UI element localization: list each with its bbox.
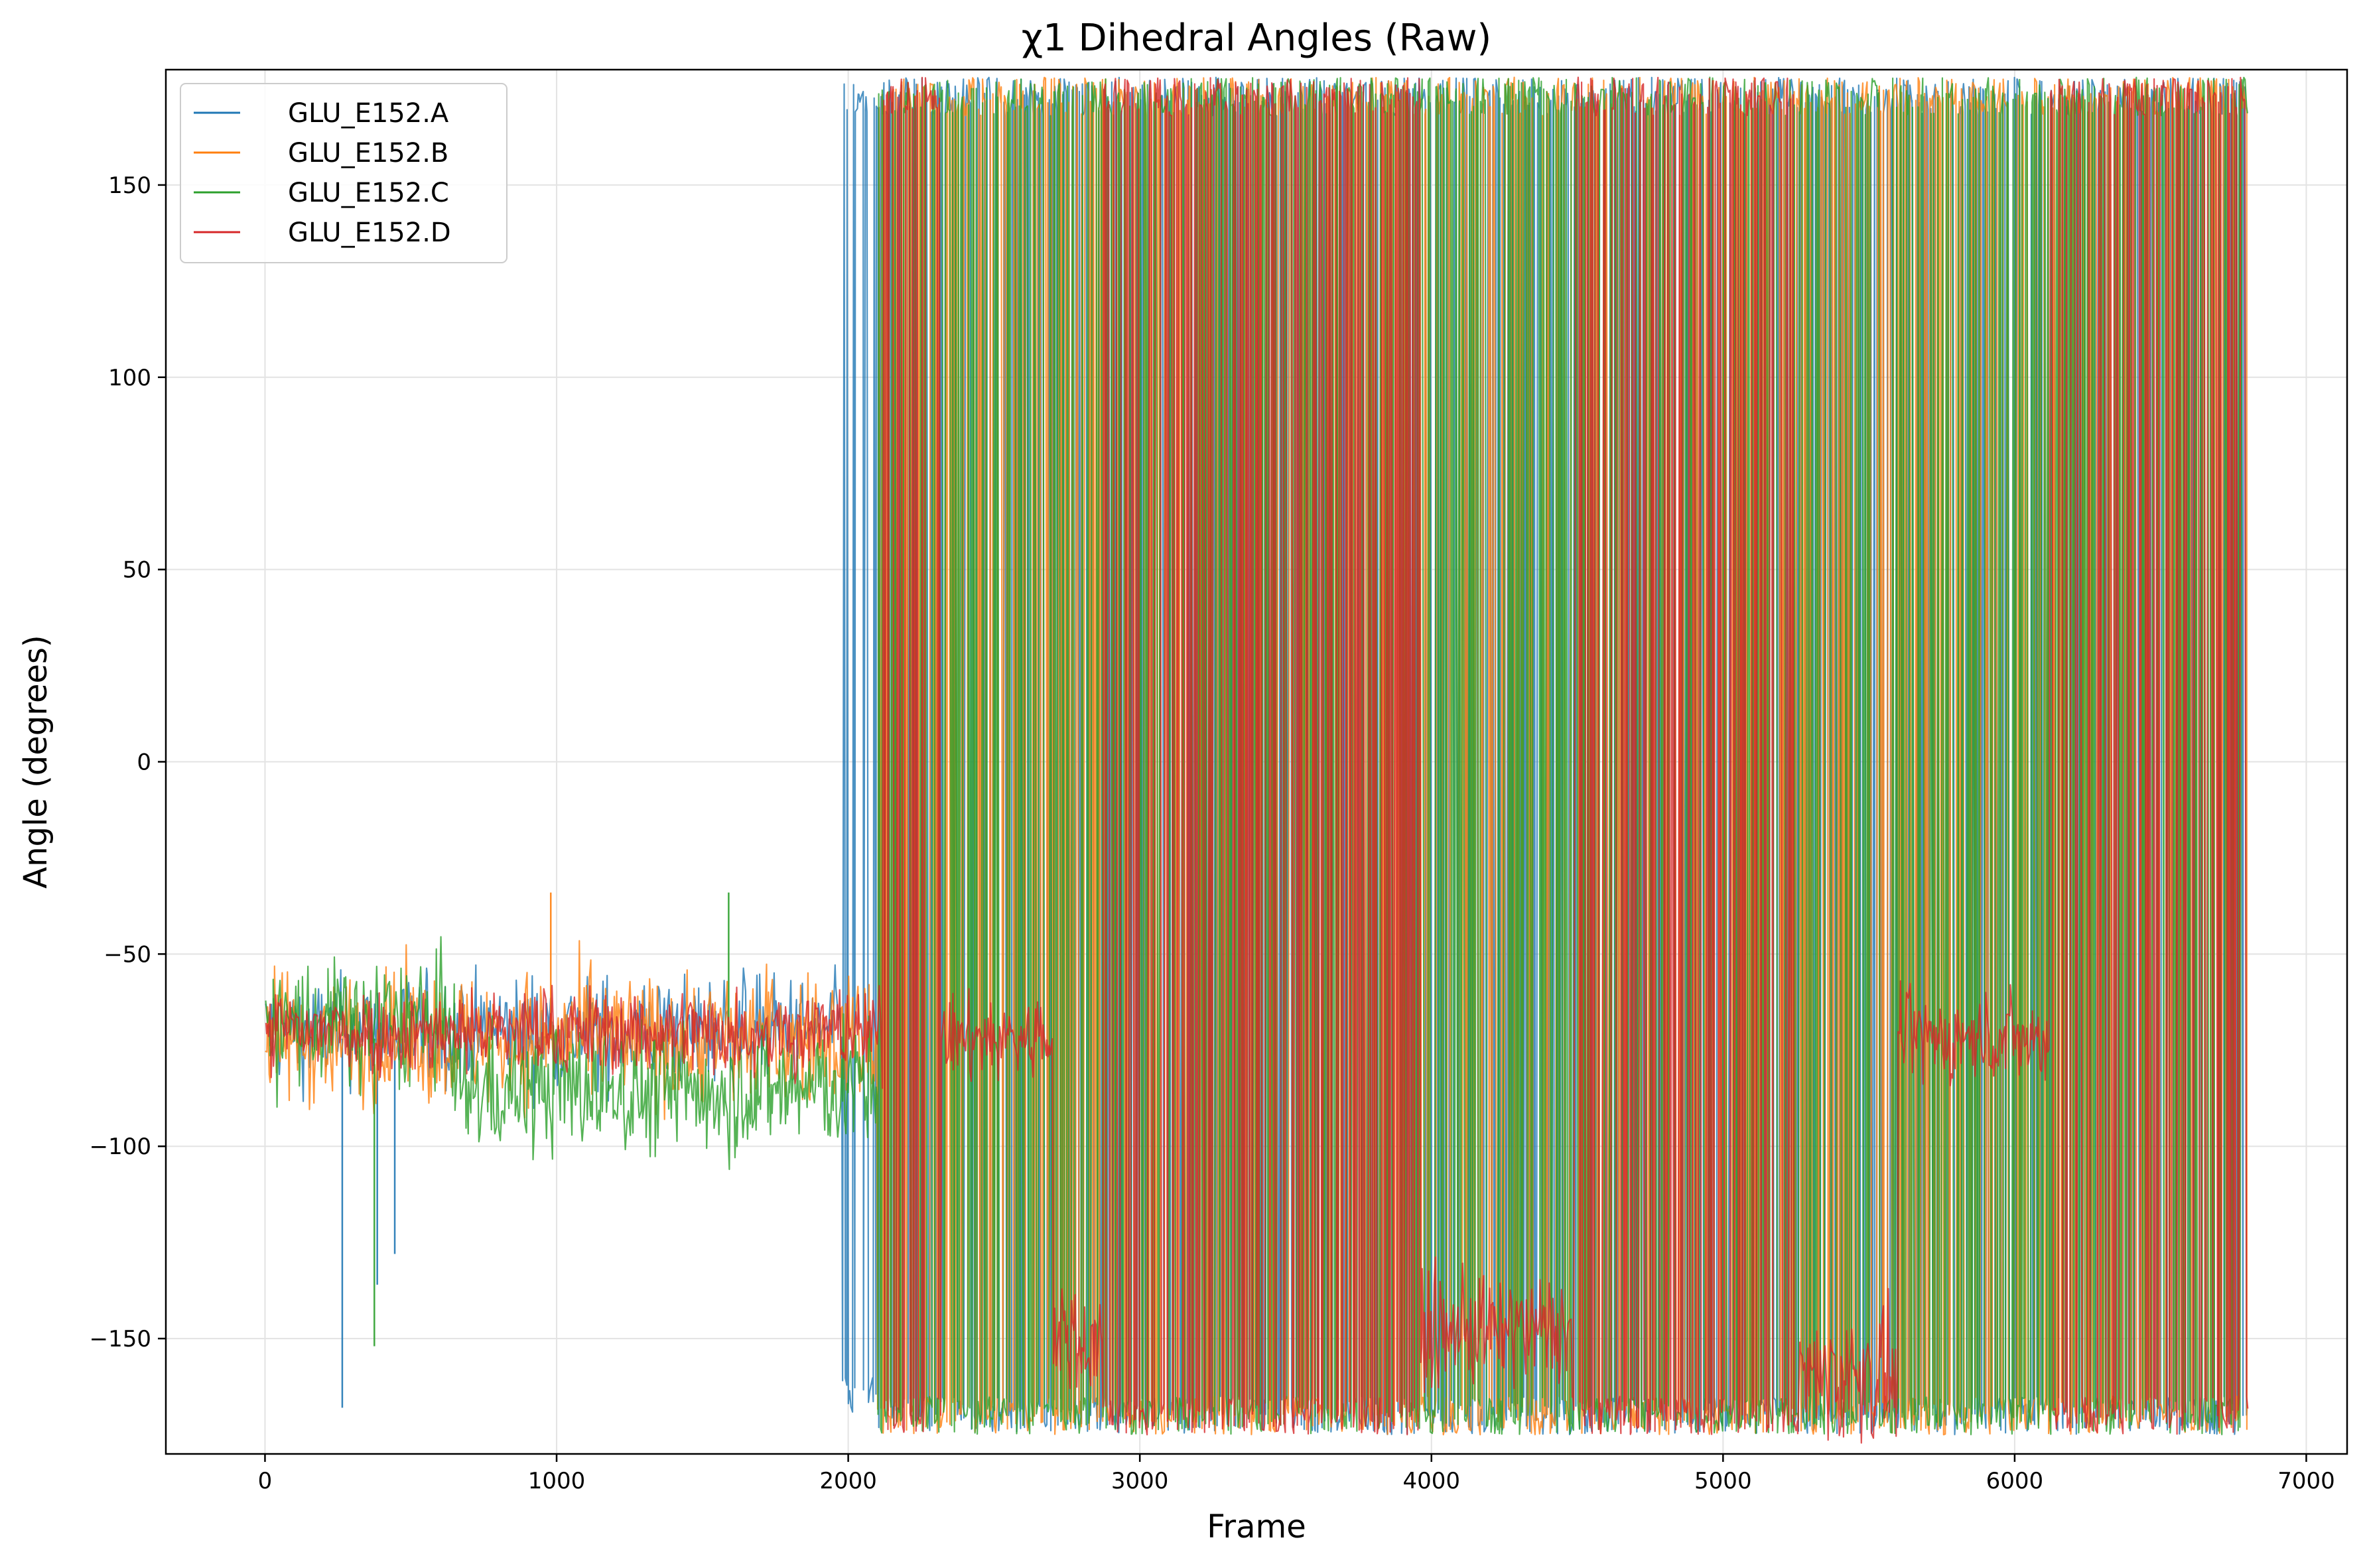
y-tick-label: −100 bbox=[90, 1134, 151, 1160]
x-tick-label: 2000 bbox=[819, 1468, 877, 1494]
y-tick-label: 50 bbox=[123, 557, 151, 584]
x-axis-title: Frame bbox=[1207, 1508, 1306, 1545]
x-tick-label: 4000 bbox=[1402, 1468, 1460, 1494]
x-tick-label: 7000 bbox=[2277, 1468, 2335, 1494]
series-line-glu-e152-d bbox=[265, 76, 2249, 1444]
x-tick-label: 3000 bbox=[1111, 1468, 1169, 1494]
x-tick-label: 6000 bbox=[1986, 1468, 2044, 1494]
y-tick-label: 100 bbox=[108, 365, 151, 391]
chart-title: χ1 Dihedral Angles (Raw) bbox=[1022, 17, 1491, 60]
y-tick-label: −150 bbox=[90, 1326, 151, 1352]
legend-label: GLU_E152.B bbox=[288, 138, 448, 168]
x-tick-label: 5000 bbox=[1694, 1468, 1752, 1494]
series-layer bbox=[265, 76, 2249, 1444]
legend-label: GLU_E152.A bbox=[288, 98, 449, 129]
x-tick-label: 0 bbox=[258, 1468, 273, 1494]
x-axis: 0 1000 2000 3000 4000 5000 6000 7000 bbox=[258, 1454, 2335, 1494]
x-tick-label: 1000 bbox=[528, 1468, 586, 1494]
series-line-glu-e152-c bbox=[265, 76, 2248, 1435]
legend-label: GLU_E152.D bbox=[288, 218, 451, 248]
legend-box bbox=[180, 83, 507, 263]
y-axis: −150 −100 −50 0 50 100 150 bbox=[90, 172, 166, 1352]
legend: GLU_E152.A GLU_E152.B GLU_E152.C GLU_E152.D bbox=[180, 83, 507, 263]
legend-label: GLU_E152.C bbox=[288, 178, 449, 208]
y-axis-title: Angle (degrees) bbox=[17, 635, 54, 889]
y-tick-label: 150 bbox=[108, 172, 151, 199]
y-tick-label: 0 bbox=[137, 750, 151, 776]
y-tick-label: −50 bbox=[103, 941, 151, 968]
